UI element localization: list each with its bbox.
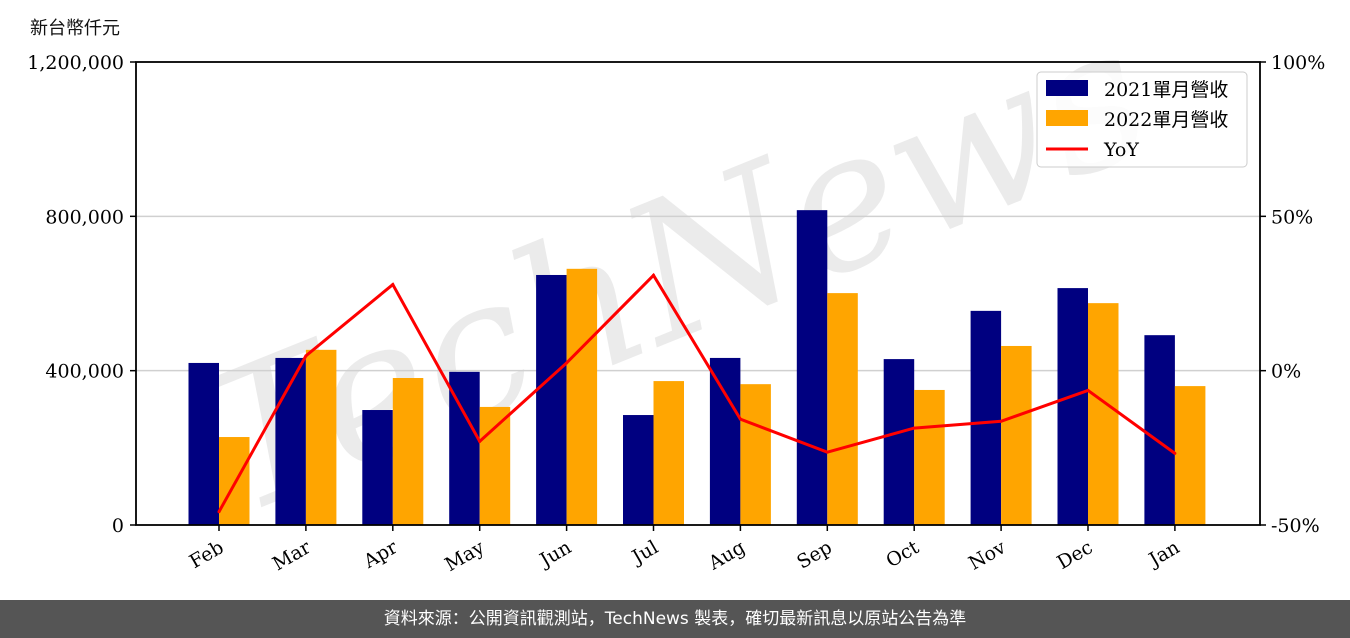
x-tick-label: Nov bbox=[965, 536, 1010, 575]
legend-box bbox=[1036, 71, 1248, 168]
legend-swatch-2022 bbox=[1046, 110, 1088, 126]
y-left-tick-label: 400,000 bbox=[45, 361, 124, 383]
x-tick-label: Oct bbox=[882, 536, 923, 572]
chart: TechNews0400,000800,0001,200,000-50%0%50… bbox=[27, 0, 1325, 576]
bar-2022-jun bbox=[566, 268, 598, 525]
x-tick-label: Jun bbox=[535, 536, 576, 572]
bar-2022-aug bbox=[740, 384, 771, 525]
bar-2021-nov bbox=[970, 310, 1002, 525]
y-axis-unit-label: 新台幣仟元 bbox=[30, 18, 120, 39]
bar-2021-jan bbox=[1144, 335, 1175, 525]
bar-2021-oct bbox=[883, 359, 915, 525]
yoy-point bbox=[738, 417, 742, 421]
bar-2022-jul bbox=[653, 381, 684, 525]
bar-2021-dec bbox=[1057, 288, 1088, 525]
legend-label-2021: 2021單月營收 bbox=[1104, 79, 1228, 101]
y-right-tick-label: 50% bbox=[1271, 206, 1313, 228]
y-right-tick-label: 0% bbox=[1271, 361, 1301, 383]
yoy-point bbox=[999, 419, 1003, 423]
bar-2021-apr bbox=[362, 410, 393, 525]
footer-source: 資料來源：公開資訊觀測站，TechNews 製表，確切最新訊息以原站公告為準 bbox=[0, 600, 1350, 638]
x-tick-label: Aug bbox=[704, 536, 749, 575]
x-tick-label: Sep bbox=[793, 536, 836, 573]
y-left-tick-label: 1,200,000 bbox=[27, 52, 124, 74]
plot-frame bbox=[135, 61, 1261, 526]
yoy-line bbox=[217, 272, 1176, 513]
yoy-point bbox=[652, 273, 655, 277]
legend-label-2022: 2022單月營收 bbox=[1104, 109, 1228, 131]
bar-2022-apr bbox=[392, 377, 424, 525]
yoy-point bbox=[304, 354, 308, 358]
x-tick-label: Jul bbox=[627, 536, 662, 569]
yoy-point bbox=[565, 361, 569, 365]
bar-2021-jul bbox=[623, 415, 654, 525]
y-left-tick-label: 0 bbox=[112, 515, 124, 537]
yoy-point bbox=[912, 426, 916, 430]
legend-label-yoy: YoY bbox=[1103, 139, 1139, 161]
x-tick-label: Apr bbox=[359, 536, 402, 573]
bar-2021-feb bbox=[188, 362, 219, 525]
x-tick-label: Dec bbox=[1053, 536, 1096, 574]
yoy-point bbox=[1086, 388, 1090, 392]
y-right-tick-label: 100% bbox=[1271, 52, 1325, 74]
yoy-point bbox=[478, 439, 482, 443]
bar-2022-oct bbox=[914, 389, 945, 525]
yoy-point bbox=[217, 510, 221, 514]
x-tick-label: Jan bbox=[1144, 536, 1184, 572]
bar-2022-mar bbox=[305, 349, 337, 525]
legend-swatch-2021 bbox=[1046, 80, 1088, 96]
bar-2022-feb bbox=[219, 437, 250, 525]
y-left-tick-label: 800,000 bbox=[45, 206, 124, 228]
x-tick-label: Feb bbox=[186, 536, 228, 573]
yoy-point bbox=[1173, 451, 1177, 455]
bar-2022-jan bbox=[1174, 386, 1206, 525]
yoy-point bbox=[391, 283, 395, 287]
bar-2022-nov bbox=[1001, 345, 1032, 525]
bar-2022-may bbox=[479, 406, 511, 525]
bar-2021-sep bbox=[796, 210, 828, 525]
bar-2022-dec bbox=[1088, 303, 1119, 525]
y-right-tick-label: -50% bbox=[1271, 515, 1320, 537]
bar-2021-jun bbox=[536, 274, 567, 525]
x-tick-label: May bbox=[441, 536, 488, 576]
bar-2022-sep bbox=[827, 293, 858, 525]
yoy-point bbox=[825, 450, 829, 454]
bar-2021-aug bbox=[709, 357, 741, 525]
